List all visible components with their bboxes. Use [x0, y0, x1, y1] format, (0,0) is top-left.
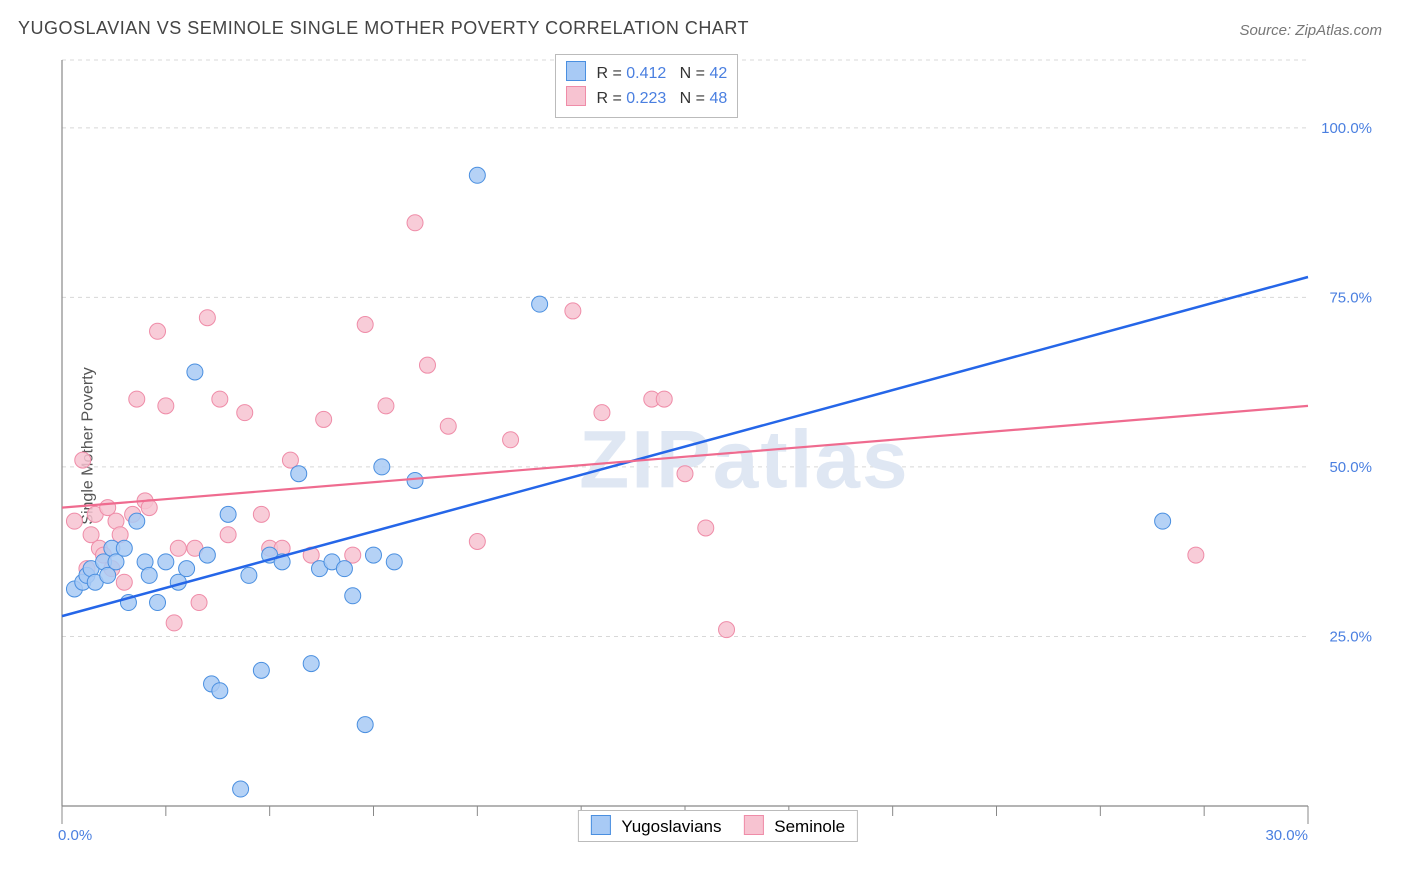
- swatch-blue-icon: [591, 815, 611, 835]
- data-point: [116, 540, 132, 556]
- data-point: [366, 547, 382, 563]
- data-point: [158, 398, 174, 414]
- data-point: [253, 506, 269, 522]
- data-point: [199, 310, 215, 326]
- data-point: [386, 554, 402, 570]
- legend-row-blue: R = 0.412 N = 42: [566, 61, 727, 86]
- data-point: [378, 398, 394, 414]
- trend-line: [62, 277, 1308, 616]
- data-point: [336, 561, 352, 577]
- data-point: [291, 466, 307, 482]
- data-point: [199, 547, 215, 563]
- data-point: [357, 316, 373, 332]
- svg-text:100.0%: 100.0%: [1321, 120, 1372, 137]
- chart-title: YUGOSLAVIAN VS SEMINOLE SINGLE MOTHER PO…: [18, 18, 749, 39]
- data-point: [532, 296, 548, 312]
- data-point: [1155, 513, 1171, 529]
- data-point: [129, 513, 145, 529]
- svg-text:0.0%: 0.0%: [58, 827, 92, 842]
- correlation-legend: R = 0.412 N = 42 R = 0.223 N = 48: [555, 54, 738, 118]
- data-point: [233, 781, 249, 797]
- swatch-pink-icon: [744, 815, 764, 835]
- data-point: [469, 167, 485, 183]
- legend-item-seminole: Seminole: [744, 815, 846, 837]
- data-point: [1188, 547, 1204, 563]
- data-point: [407, 215, 423, 231]
- legend-item-yugoslavians: Yugoslavians: [591, 815, 722, 837]
- series-legend: Yugoslavians Seminole: [578, 810, 858, 842]
- data-point: [220, 506, 236, 522]
- data-point: [141, 567, 157, 583]
- svg-text:50.0%: 50.0%: [1329, 459, 1372, 476]
- data-point: [129, 391, 145, 407]
- data-point: [316, 411, 332, 427]
- data-point: [357, 717, 373, 733]
- data-point: [469, 534, 485, 550]
- data-point: [150, 595, 166, 611]
- data-point: [407, 472, 423, 488]
- data-point: [345, 588, 361, 604]
- data-point: [241, 567, 257, 583]
- data-point: [220, 527, 236, 543]
- scatter-chart: ZIPatlas 0.0% 30.0% 25.0% 50.0% 75.0% 100.0% R…: [58, 54, 1378, 842]
- data-point: [253, 662, 269, 678]
- data-point: [150, 323, 166, 339]
- source-attribution: Source: ZipAtlas.com: [1239, 22, 1382, 39]
- data-point: [158, 554, 174, 570]
- swatch-blue-icon: [566, 61, 586, 81]
- data-point: [116, 574, 132, 590]
- svg-text:25.0%: 25.0%: [1329, 628, 1372, 645]
- data-point: [66, 513, 82, 529]
- data-point: [212, 391, 228, 407]
- data-point: [212, 683, 228, 699]
- svg-text:30.0%: 30.0%: [1265, 827, 1308, 842]
- data-point: [75, 452, 91, 468]
- data-point: [440, 418, 456, 434]
- data-point: [166, 615, 182, 631]
- legend-row-pink: R = 0.223 N = 48: [566, 86, 727, 111]
- data-point: [187, 364, 203, 380]
- data-point: [170, 540, 186, 556]
- data-point: [594, 405, 610, 421]
- data-point: [565, 303, 581, 319]
- data-point: [698, 520, 714, 536]
- data-point: [656, 391, 672, 407]
- data-point: [374, 459, 390, 475]
- data-point: [179, 561, 195, 577]
- data-point: [191, 595, 207, 611]
- data-point: [677, 466, 693, 482]
- swatch-pink-icon: [566, 86, 586, 106]
- data-point: [419, 357, 435, 373]
- svg-text:ZIPatlas: ZIPatlas: [579, 414, 909, 505]
- data-point: [303, 656, 319, 672]
- data-point: [503, 432, 519, 448]
- data-point: [237, 405, 253, 421]
- data-point: [719, 622, 735, 638]
- svg-text:75.0%: 75.0%: [1329, 289, 1372, 306]
